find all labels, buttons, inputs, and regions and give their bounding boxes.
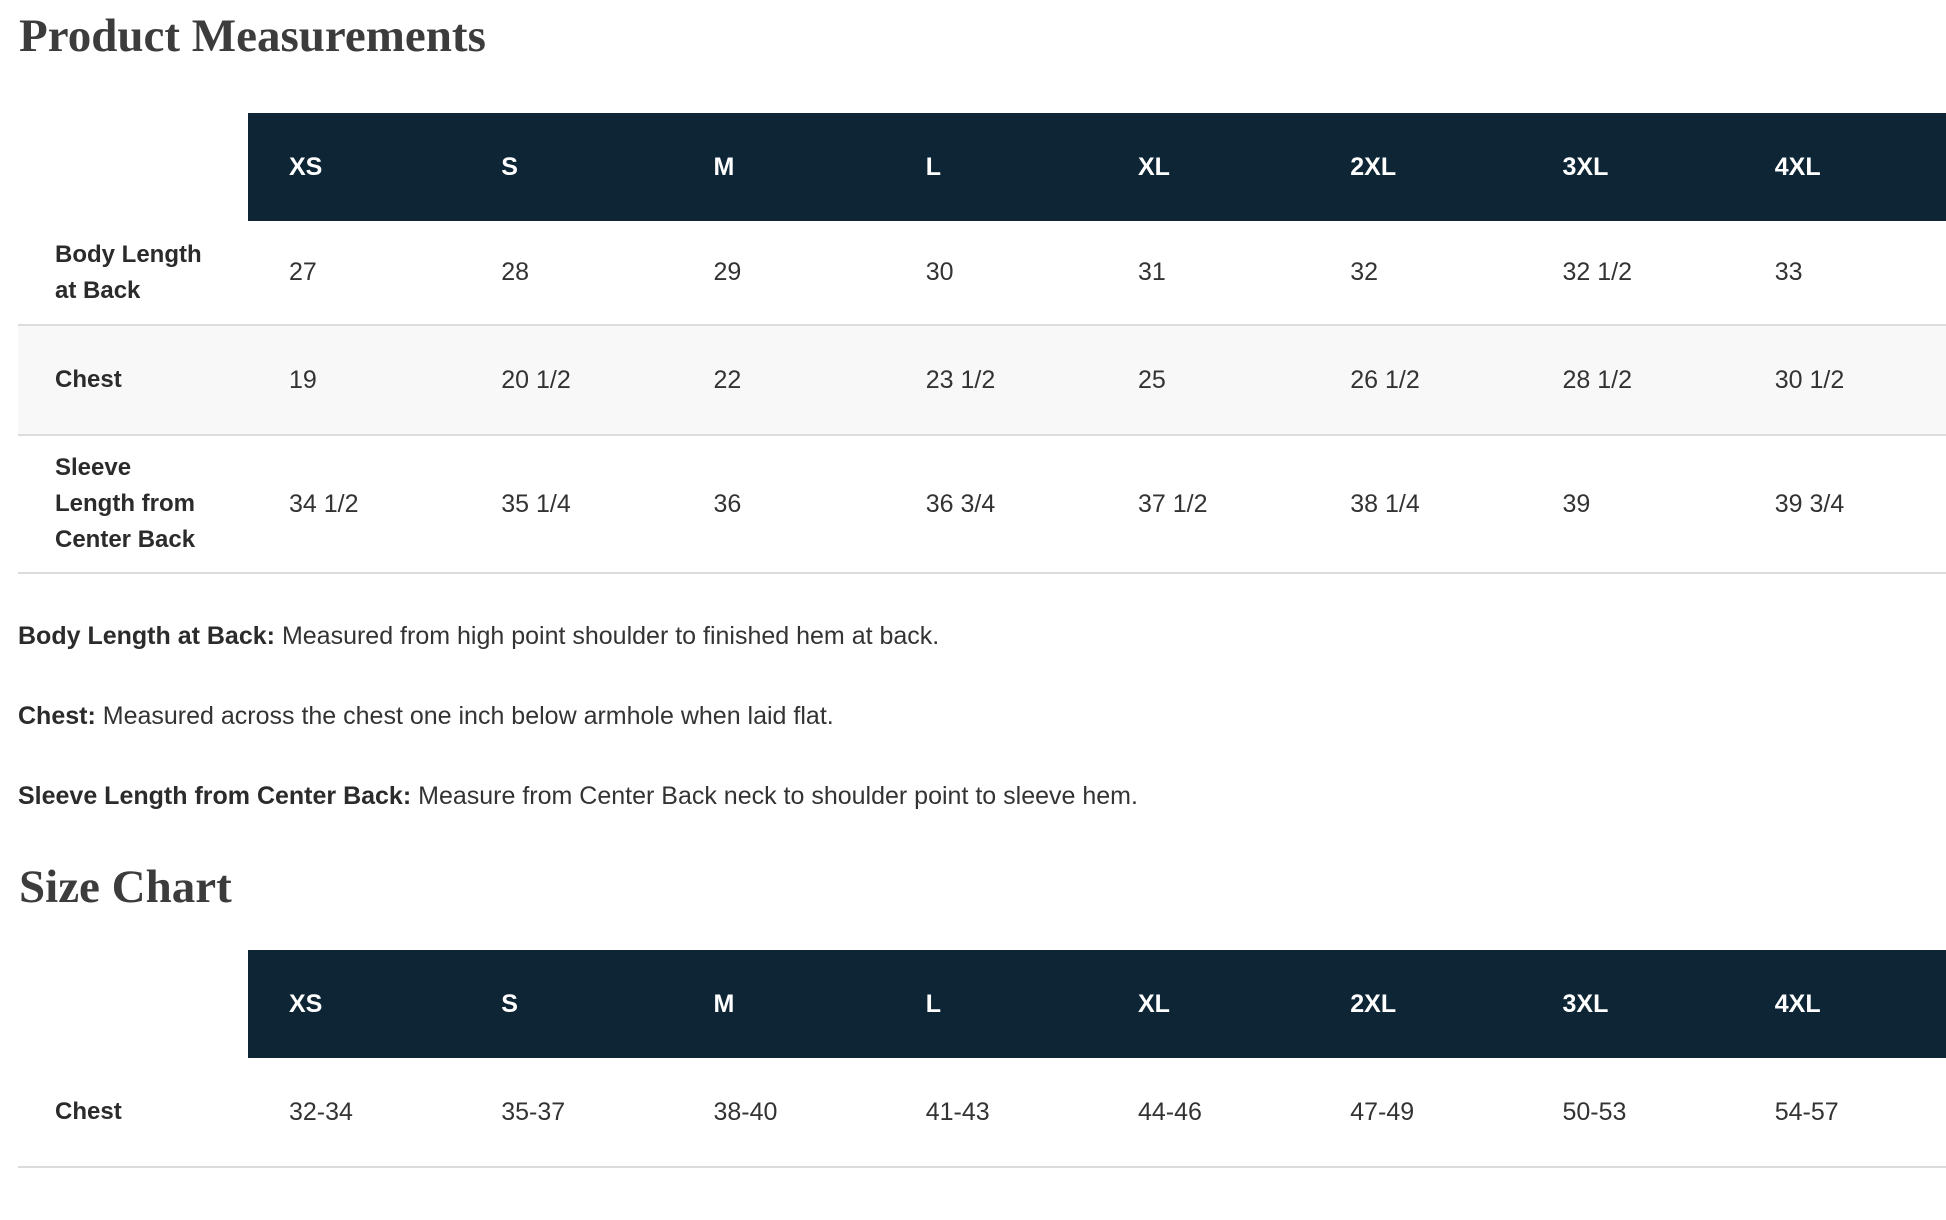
definition-term: Chest: xyxy=(18,702,96,730)
product-measurements-header-row: XS S M L XL 2XL 3XL 4XL xyxy=(18,113,1946,221)
size-header-2xl: 2XL xyxy=(1309,950,1522,1058)
measurement-value-cell: 37 1/2 xyxy=(1138,489,1208,518)
size-range-cell: 54-57 xyxy=(1774,1097,1839,1126)
size-range-cell: 38-40 xyxy=(713,1097,778,1126)
size-header-4xl: 4XL xyxy=(1733,950,1946,1058)
measurement-value-cell: 28 xyxy=(501,258,530,286)
measurement-definitions: Body Length at Back: Measured from high … xyxy=(18,618,1946,814)
product-measurements-title: Product Measurements xyxy=(19,10,486,62)
size-header-l: L xyxy=(884,950,1097,1058)
definition-text: Measure from Center Back neck to shoulde… xyxy=(418,782,1138,810)
size-header-xl: XL xyxy=(1097,950,1310,1058)
size-header-3xl: 3XL xyxy=(1521,113,1734,221)
size-header-m: M xyxy=(672,950,885,1058)
table-row-chest-range: Chest 32-34 35-37 38-40 41-43 44-46 47-4… xyxy=(18,1058,1946,1168)
size-header-xs: XS xyxy=(248,950,461,1058)
measurement-value-cell: 28 1/2 xyxy=(1562,365,1633,394)
measurement-value-cell: 22 xyxy=(713,365,742,394)
measurement-value-cell: 25 xyxy=(1138,365,1166,394)
row-label: Sleeve Length from Center Back xyxy=(55,454,196,553)
size-range-cell: 44-46 xyxy=(1138,1097,1202,1126)
size-chart-title: Size Chart xyxy=(19,861,232,913)
header-spacer-cell xyxy=(18,950,248,1058)
table-row-body-length: Body Length at Back 27 28 29 30 31 32 32… xyxy=(18,221,1946,324)
definition-sleeve-length: Sleeve Length from Center Back: Measure … xyxy=(18,778,1946,814)
size-header-2xl: 2XL xyxy=(1309,113,1522,221)
definition-text: Measured across the chest one inch below… xyxy=(102,702,834,730)
definition-text: Measured from high point shoulder to fin… xyxy=(281,622,940,650)
measurement-value-cell: 36 xyxy=(713,489,742,518)
measurement-value-cell: 19 xyxy=(289,365,317,394)
size-chart-header-row: XS S M L XL 2XL 3XL 4XL xyxy=(18,950,1946,1058)
product-measurements-table[interactable]: XS S M L XL 2XL 3XL 4XL Body Length at B… xyxy=(18,113,1946,574)
size-range-cell: 41-43 xyxy=(925,1097,990,1126)
measurement-value-cell: 34 1/2 xyxy=(289,489,359,518)
table-row-chest: Chest 19 20 1/2 22 23 1/2 25 26 1/2 28 1… xyxy=(18,324,1946,436)
measurement-value-cell: 36 3/4 xyxy=(925,489,996,518)
size-header-s: S xyxy=(460,950,673,1058)
measurement-value-cell: 27 xyxy=(289,258,317,286)
size-range-cell: 47-49 xyxy=(1350,1097,1415,1126)
size-header-m: M xyxy=(672,113,885,221)
measurement-value-cell: 33 xyxy=(1774,258,1803,286)
measurement-value-cell: 39 xyxy=(1562,489,1591,518)
measurement-value-cell: 20 1/2 xyxy=(501,365,571,394)
size-header-l: L xyxy=(884,113,1097,221)
measurement-value-cell: 29 xyxy=(713,258,742,286)
row-label: Body Length at Back xyxy=(55,240,202,304)
size-header-3xl: 3XL xyxy=(1521,950,1734,1058)
size-header-xl: XL xyxy=(1097,113,1310,221)
size-header-4xl: 4XL xyxy=(1733,113,1946,221)
measurement-value-cell: 31 xyxy=(1138,258,1166,286)
definition-body-length: Body Length at Back: Measured from high … xyxy=(18,618,1946,654)
measurement-value-cell: 26 1/2 xyxy=(1350,365,1420,394)
size-header-xs: XS xyxy=(248,113,461,221)
row-label: Chest xyxy=(55,366,122,393)
header-spacer-cell xyxy=(18,113,248,221)
size-header-s: S xyxy=(460,113,673,221)
size-range-cell: 32-34 xyxy=(289,1097,353,1126)
size-range-cell: 50-53 xyxy=(1562,1097,1627,1126)
measurement-value-cell: 32 xyxy=(1350,258,1379,286)
measurement-value-cell: 32 1/2 xyxy=(1562,258,1633,286)
measurement-value-cell: 30 xyxy=(925,258,954,286)
table-row-sleeve-length: Sleeve Length from Center Back 34 1/2 35… xyxy=(18,436,1946,574)
measurement-value-cell: 35 1/4 xyxy=(501,489,571,518)
size-range-cell: 35-37 xyxy=(501,1097,566,1126)
definition-chest: Chest: Measured across the chest one inc… xyxy=(18,698,1946,734)
definition-term: Body Length at Back: xyxy=(18,622,275,650)
measurement-value-cell: 23 1/2 xyxy=(925,365,996,394)
size-guide-page: Product Measurements XS S M L XL 2XL 3XL… xyxy=(18,10,1946,1168)
row-label: Chest xyxy=(55,1098,122,1125)
measurement-value-cell: 39 3/4 xyxy=(1774,489,1845,518)
measurement-value-cell: 30 1/2 xyxy=(1774,365,1845,394)
size-chart-table[interactable]: XS S M L XL 2XL 3XL 4XL Chest 32-34 35-3… xyxy=(18,950,1946,1168)
definition-term: Sleeve Length from Center Back: xyxy=(18,782,412,810)
measurement-value-cell: 38 1/4 xyxy=(1350,489,1420,518)
